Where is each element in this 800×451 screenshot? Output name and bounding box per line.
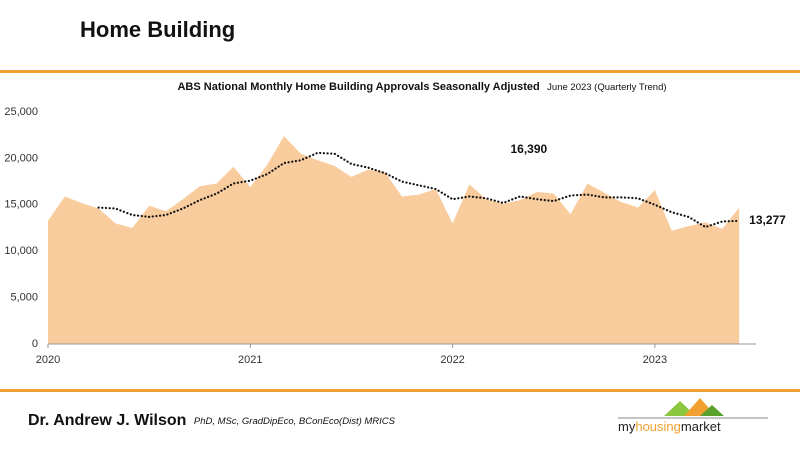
- logo: myhousingmarket: [618, 398, 768, 434]
- y-tick-label: 10,000: [4, 245, 38, 257]
- y-tick-label: 25,000: [4, 106, 38, 118]
- logo-part: my: [618, 419, 636, 434]
- logo-part: housing: [635, 419, 681, 434]
- chart-subtitle: June 2023 (Quarterly Trend): [547, 82, 666, 93]
- logo-part: market: [681, 419, 721, 434]
- area: [48, 136, 740, 344]
- x-tick-label: 2022: [440, 354, 464, 366]
- y-tick-label: 15,000: [4, 199, 38, 211]
- logo-text: myhousingmarket: [618, 419, 721, 434]
- trend-line: [97, 151, 741, 229]
- divider: [0, 389, 800, 392]
- credentials: PhD, MSc, GradDipEco, BConEco(Dist) MRIC…: [194, 416, 396, 427]
- x-tick-label: 2020: [36, 354, 60, 366]
- slide-title: Home Building: [80, 17, 235, 42]
- annotation: 16,390: [511, 142, 548, 156]
- x-tick-label: 2021: [238, 354, 262, 366]
- x-tick-label: 2023: [643, 354, 667, 366]
- y-tick-label: 5,000: [10, 292, 38, 304]
- author: Dr. Andrew J. Wilson: [28, 412, 186, 429]
- plot: 0 5,000 10,000 15,000 20,000 25,000 2020 2021 20…: [4, 106, 786, 366]
- annotation: 13,277: [749, 213, 786, 227]
- y-tick-label: 20,000: [4, 152, 38, 164]
- divider: [0, 70, 800, 73]
- y-tick-label: 0: [32, 338, 38, 350]
- chart-title-main: ABS National Monthly Home Building Appro…: [177, 81, 539, 93]
- footer-author: Dr. Andrew J. Wilson PhD, MSc, GradDipEc…: [28, 412, 396, 429]
- chart-title: ABS National Monthly Home Building Appro…: [177, 78, 666, 95]
- logo-roof: [700, 405, 724, 416]
